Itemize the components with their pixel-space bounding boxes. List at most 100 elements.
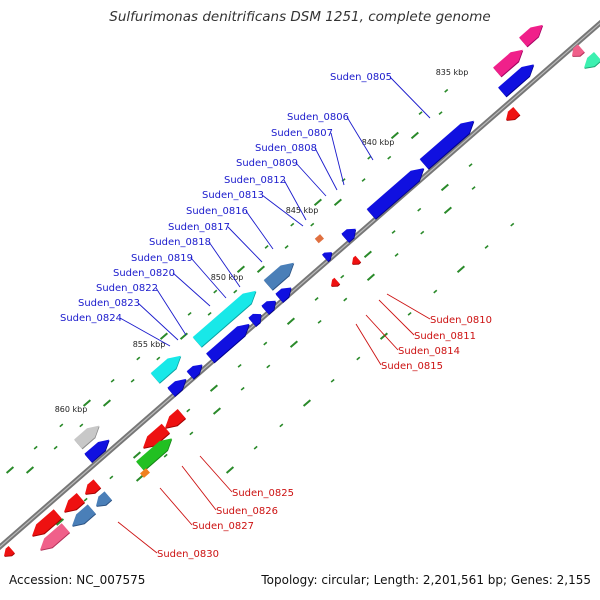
track-tick bbox=[313, 198, 322, 207]
track-tick bbox=[366, 273, 375, 281]
callout-line bbox=[172, 272, 211, 307]
gene-label-reverse: Suden_0830 bbox=[157, 549, 219, 560]
kbp-label: 845 kbp bbox=[286, 206, 319, 215]
genome-summary-text: Topology: circular; Length: 2,201,561 bp… bbox=[261, 573, 591, 587]
gene-label-reverse: Suden_0811 bbox=[414, 331, 476, 342]
gene-feature bbox=[165, 409, 186, 428]
gene-label-forward: Suden_0817 bbox=[168, 222, 230, 233]
track-tick bbox=[163, 453, 168, 458]
gene-labels: Suden_0805 Suden_0806 Suden_0807 Suden_0808… bbox=[60, 72, 492, 560]
track-tick bbox=[59, 423, 64, 428]
track-tick bbox=[212, 407, 222, 415]
tick-tracks bbox=[5, 88, 515, 526]
track-tick bbox=[25, 466, 35, 474]
gene-feature bbox=[136, 438, 172, 471]
callout-line bbox=[181, 465, 217, 511]
callout-line bbox=[355, 323, 382, 366]
track-tick bbox=[379, 332, 389, 340]
track-tick bbox=[263, 341, 268, 346]
gene-features bbox=[4, 24, 600, 557]
gene-feature bbox=[506, 107, 520, 120]
track-tick bbox=[253, 445, 258, 450]
gene-feature bbox=[96, 491, 112, 506]
track-tick bbox=[310, 222, 315, 227]
track-tick bbox=[444, 88, 449, 93]
track-tick bbox=[237, 363, 242, 368]
callout-line bbox=[190, 257, 227, 299]
gene-feature bbox=[72, 504, 96, 526]
callout-line bbox=[159, 487, 193, 526]
kbp-label: 855 kbp bbox=[133, 340, 166, 349]
gene-feature bbox=[261, 300, 276, 315]
kbp-label: 835 kbp bbox=[436, 68, 469, 77]
gene-feature bbox=[32, 509, 62, 536]
track-tick bbox=[361, 178, 366, 182]
track-tick bbox=[53, 445, 58, 450]
gene-label-reverse: Suden_0827 bbox=[192, 521, 254, 532]
gene-feature bbox=[519, 24, 543, 47]
track-tick bbox=[317, 319, 322, 324]
gene-feature bbox=[322, 252, 332, 262]
callout-line bbox=[314, 147, 338, 191]
callout-line bbox=[378, 299, 415, 336]
accession-text: Accession: NC_007575 bbox=[9, 573, 146, 587]
gene-callouts bbox=[117, 76, 431, 554]
track-tick bbox=[440, 183, 449, 192]
gene-feature bbox=[4, 546, 15, 556]
track-tick bbox=[159, 332, 169, 340]
gene-feature bbox=[572, 44, 585, 56]
callout-line bbox=[346, 116, 374, 161]
callout-line bbox=[208, 241, 241, 288]
gene-feature bbox=[341, 228, 356, 243]
track-tick bbox=[390, 131, 399, 140]
track-tick bbox=[79, 423, 84, 428]
track-tick bbox=[314, 297, 319, 301]
gene-label-forward: Suden_0813 bbox=[202, 190, 264, 201]
callout-line bbox=[199, 455, 233, 493]
track-tick bbox=[132, 451, 142, 459]
track-tick bbox=[233, 289, 238, 294]
track-tick bbox=[33, 445, 38, 450]
track-tick bbox=[438, 111, 443, 116]
kbp-label: 840 kbp bbox=[362, 138, 395, 147]
kbp-labels: 835 kbp 840 kbp 845 kbp 850 kbp 855 kbp 860 k… bbox=[55, 68, 469, 414]
track-tick bbox=[410, 131, 419, 140]
gene-feature bbox=[584, 52, 600, 68]
track-tick bbox=[102, 399, 112, 407]
gene-feature bbox=[263, 262, 294, 290]
track-tick bbox=[417, 207, 422, 212]
track-tick bbox=[289, 340, 299, 348]
gene-feature bbox=[352, 255, 361, 264]
gene-feature bbox=[186, 364, 203, 379]
callout-line bbox=[155, 287, 187, 336]
gene-label-forward: Suden_0816 bbox=[186, 206, 248, 217]
track-tick bbox=[179, 332, 189, 340]
track-tick bbox=[130, 378, 135, 383]
track-tick bbox=[284, 245, 289, 249]
track-tick bbox=[186, 408, 191, 413]
gene-label-forward: Suden_0818 bbox=[149, 237, 211, 248]
track-tick bbox=[443, 206, 452, 215]
callout-line bbox=[295, 162, 327, 197]
gene-feature bbox=[143, 423, 170, 448]
track-tick bbox=[156, 356, 161, 361]
callout-line bbox=[261, 194, 304, 227]
track-tick bbox=[484, 245, 489, 249]
track-tick bbox=[471, 186, 476, 190]
gene-feature bbox=[493, 49, 523, 77]
gene-feature bbox=[419, 120, 474, 169]
track-tick bbox=[109, 475, 114, 480]
gene-label-reverse: Suden_0810 bbox=[430, 315, 492, 326]
track-tick bbox=[290, 222, 295, 227]
gene-feature bbox=[192, 290, 256, 347]
track-tick bbox=[418, 111, 423, 116]
track-tick bbox=[367, 155, 372, 160]
callout-line bbox=[365, 314, 399, 351]
genome-title: Sulfurimonas denitrificans DSM 1251, com… bbox=[109, 9, 491, 25]
track-tick bbox=[55, 518, 65, 526]
gene-label-forward: Suden_0822 bbox=[96, 283, 158, 294]
gene-label-reverse: Suden_0826 bbox=[216, 506, 278, 517]
gene-label-forward: Suden_0809 bbox=[236, 158, 298, 169]
